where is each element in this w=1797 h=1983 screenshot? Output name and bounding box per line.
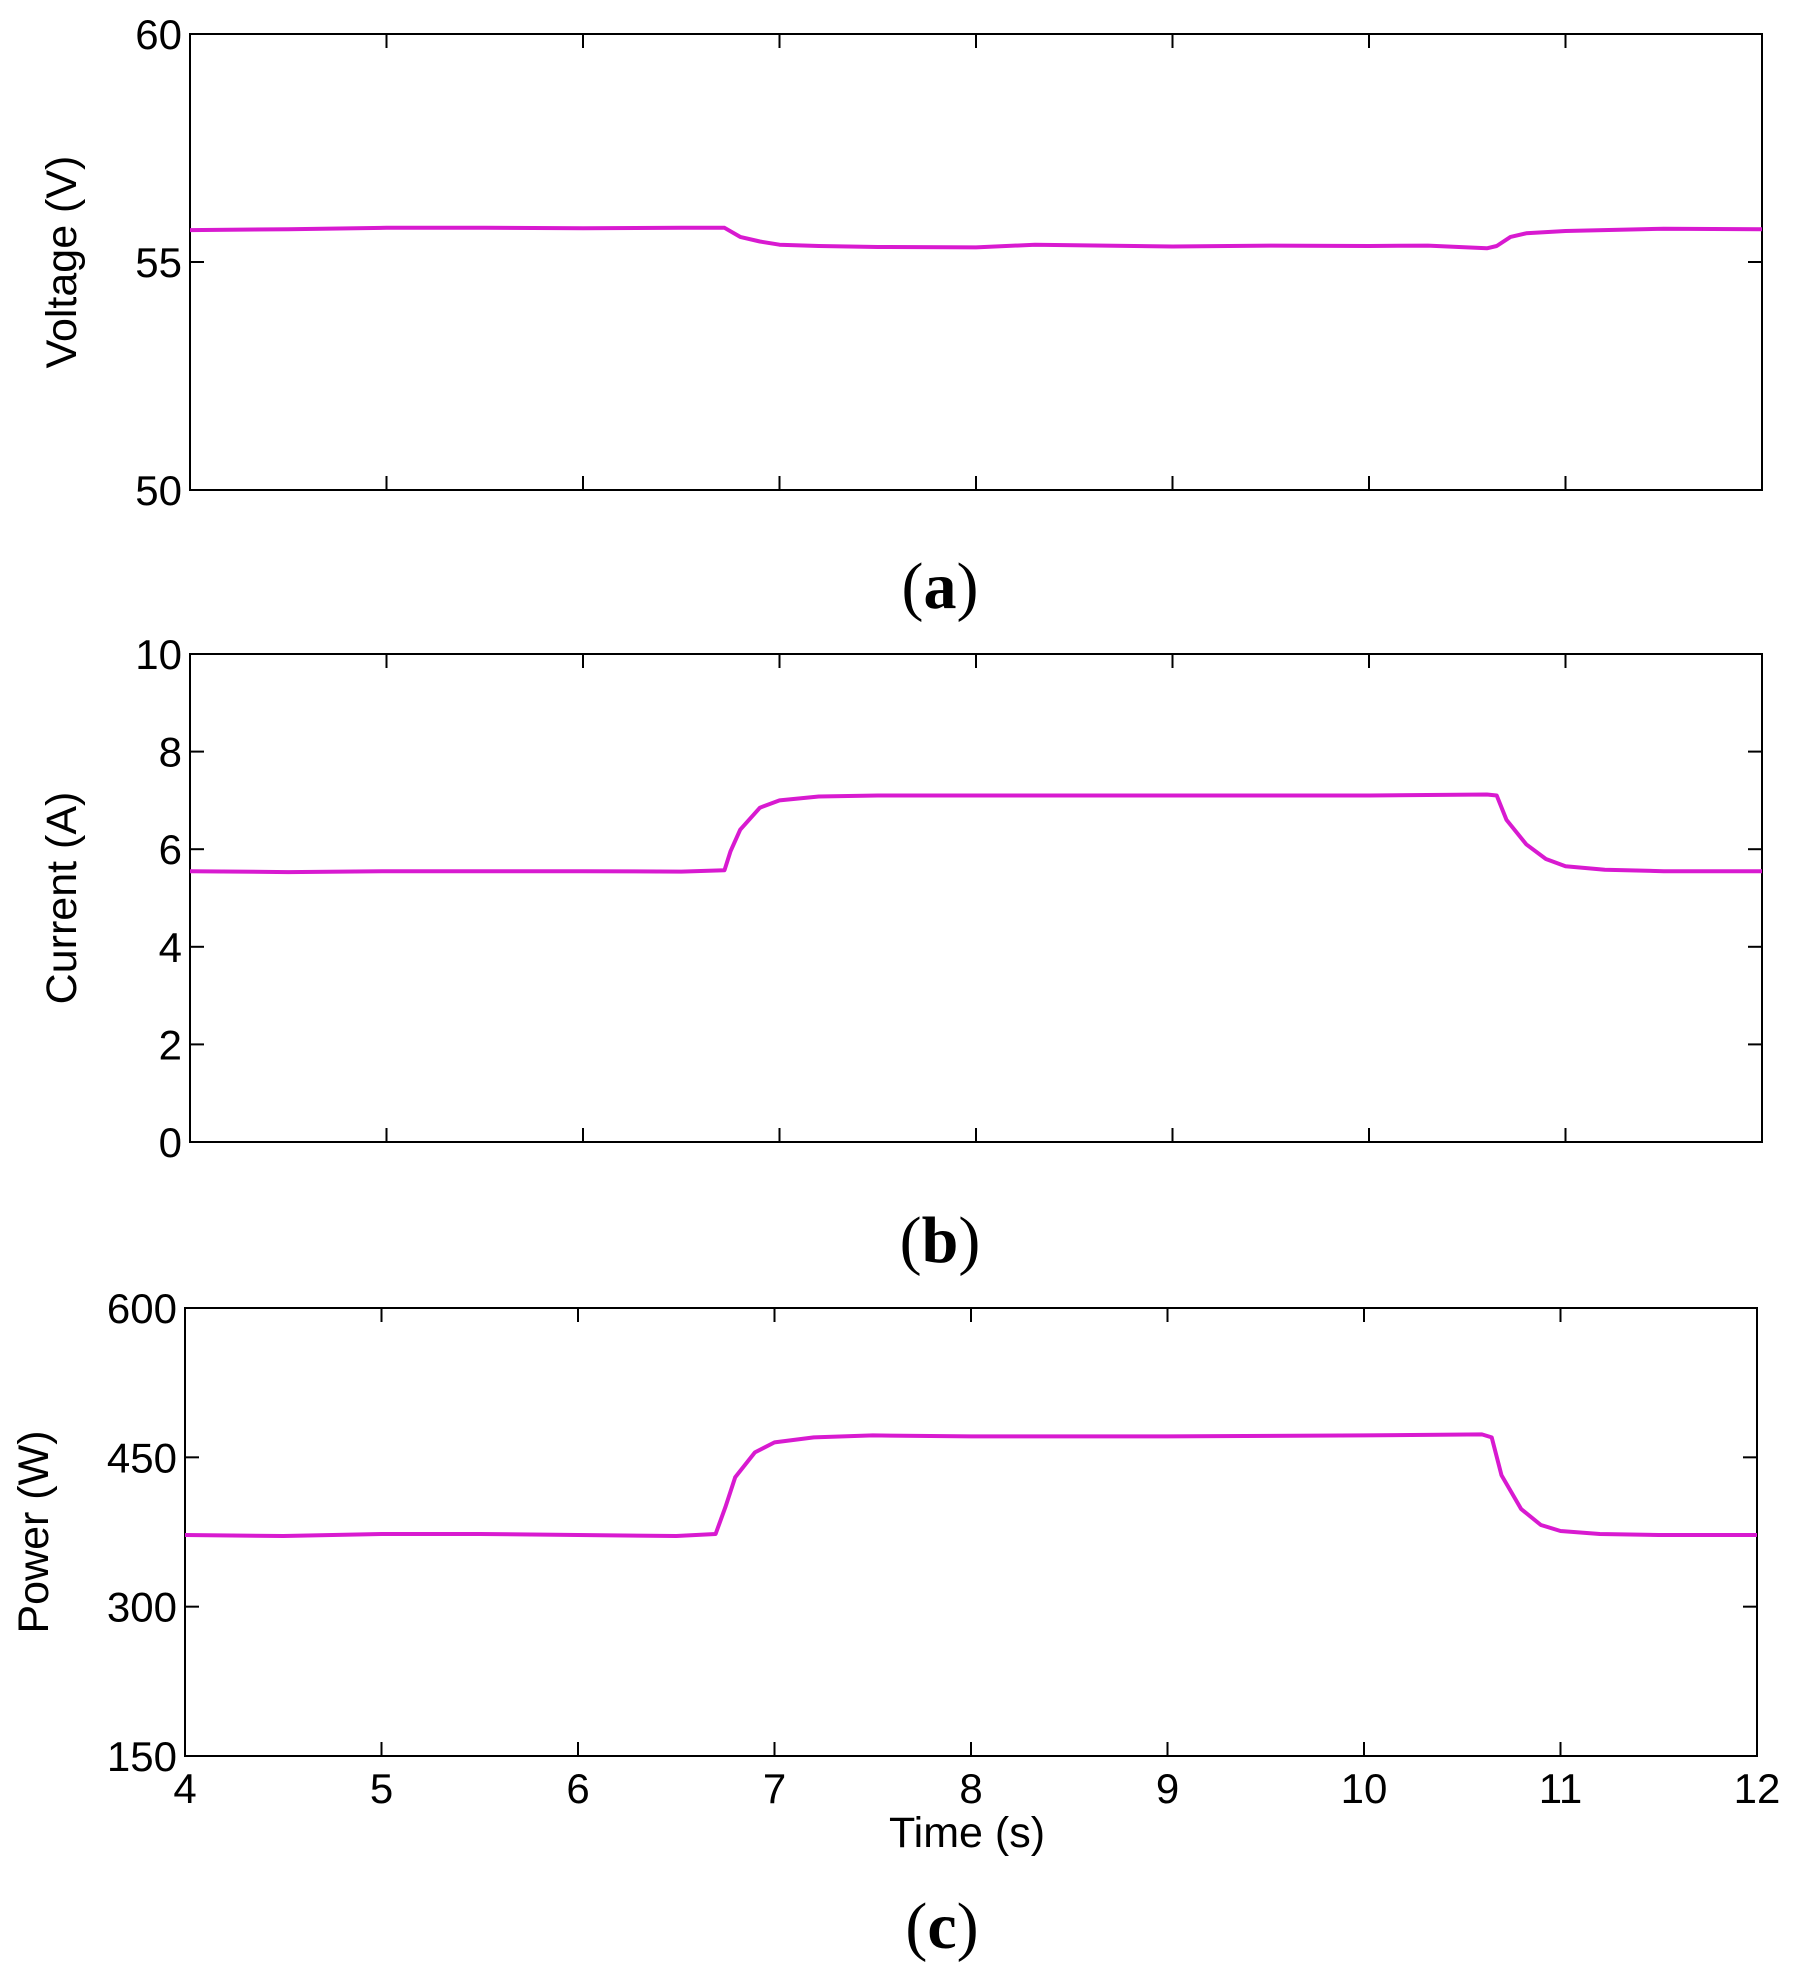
panel-a-ytick-label: 50 — [135, 467, 182, 514]
panel-a-ytick-label: 55 — [135, 239, 182, 286]
panel-c-caption-label: c — [927, 1890, 956, 1963]
panel-c-tick-labels: 150 300 450 600 4 5 6 7 8 9 10 11 12 — [107, 1285, 1780, 1812]
panel-c-xtick-label: 12 — [1734, 1765, 1781, 1812]
panel-c-plot-frame — [184, 1307, 1758, 1757]
panel-c-ticks — [184, 1307, 1758, 1757]
panel-c-ytick-label: 600 — [107, 1285, 177, 1332]
panel-a-ylabel: Voltage (V) — [38, 156, 86, 369]
panel-a-caption-label: a — [924, 550, 957, 623]
panel-a-ticks — [189, 33, 1763, 491]
panel-b-ytick-label: 8 — [159, 729, 182, 776]
panel-b-ytick-label: 4 — [159, 924, 182, 971]
panel-b-caption-label: b — [922, 1204, 959, 1277]
panel-a-series-line — [189, 225, 1763, 251]
panel-b-ylabel: Current (A) — [38, 792, 86, 1005]
panel-a-caption: (a) — [902, 550, 979, 623]
panel-c-ylabel: Power (W) — [10, 1430, 58, 1633]
panel-c-xtick-label: 6 — [566, 1765, 589, 1812]
panel-b-series-line — [189, 792, 1762, 875]
panel-b-caption: (b) — [900, 1204, 981, 1277]
panel-c-xtick-label: 11 — [1539, 1765, 1583, 1812]
panel-c-xtick-label: 9 — [1156, 1765, 1179, 1812]
panel-c-xlabel: Time (s) — [889, 1809, 1045, 1857]
panel-b: 0 2 4 6 8 10 Current (A) (b) — [38, 631, 1763, 1277]
panel-b-ytick-label: 10 — [135, 631, 182, 678]
panel-b-plot-frame — [189, 653, 1763, 1143]
panel-a-plot-frame — [189, 33, 1763, 491]
panel-c-series-line — [184, 1432, 1757, 1538]
panel-b-tick-labels: 0 2 4 6 8 10 — [135, 631, 182, 1166]
panel-b-ytick-label: 0 — [159, 1119, 182, 1166]
panel-a-tick-labels: 50 55 60 — [135, 11, 182, 514]
panel-a-ytick-label: 60 — [135, 11, 182, 58]
panel-c-xtick-label: 4 — [173, 1765, 196, 1812]
panel-b-ytick-label: 6 — [159, 826, 182, 873]
panel-b-ytick-label: 2 — [159, 1021, 182, 1068]
panel-c-xtick-label: 10 — [1341, 1765, 1388, 1812]
panel-a: 50 55 60 Voltage (V) (a) — [38, 11, 1763, 623]
panel-c-xtick-label: 7 — [763, 1765, 786, 1812]
panel-b-ticks — [189, 653, 1763, 1143]
panel-c-ytick-label: 300 — [107, 1584, 177, 1631]
panel-c-xtick-label: 8 — [959, 1765, 982, 1812]
panel-c-xtick-label: 5 — [370, 1765, 393, 1812]
panel-c-ytick-label: 150 — [107, 1733, 177, 1780]
panel-c: 150 300 450 600 4 5 6 7 8 9 10 11 12 Power (W) Time … — [10, 1285, 1780, 1963]
panel-c-ytick-label: 450 — [107, 1434, 177, 1481]
panel-c-caption: (c) — [905, 1890, 978, 1963]
